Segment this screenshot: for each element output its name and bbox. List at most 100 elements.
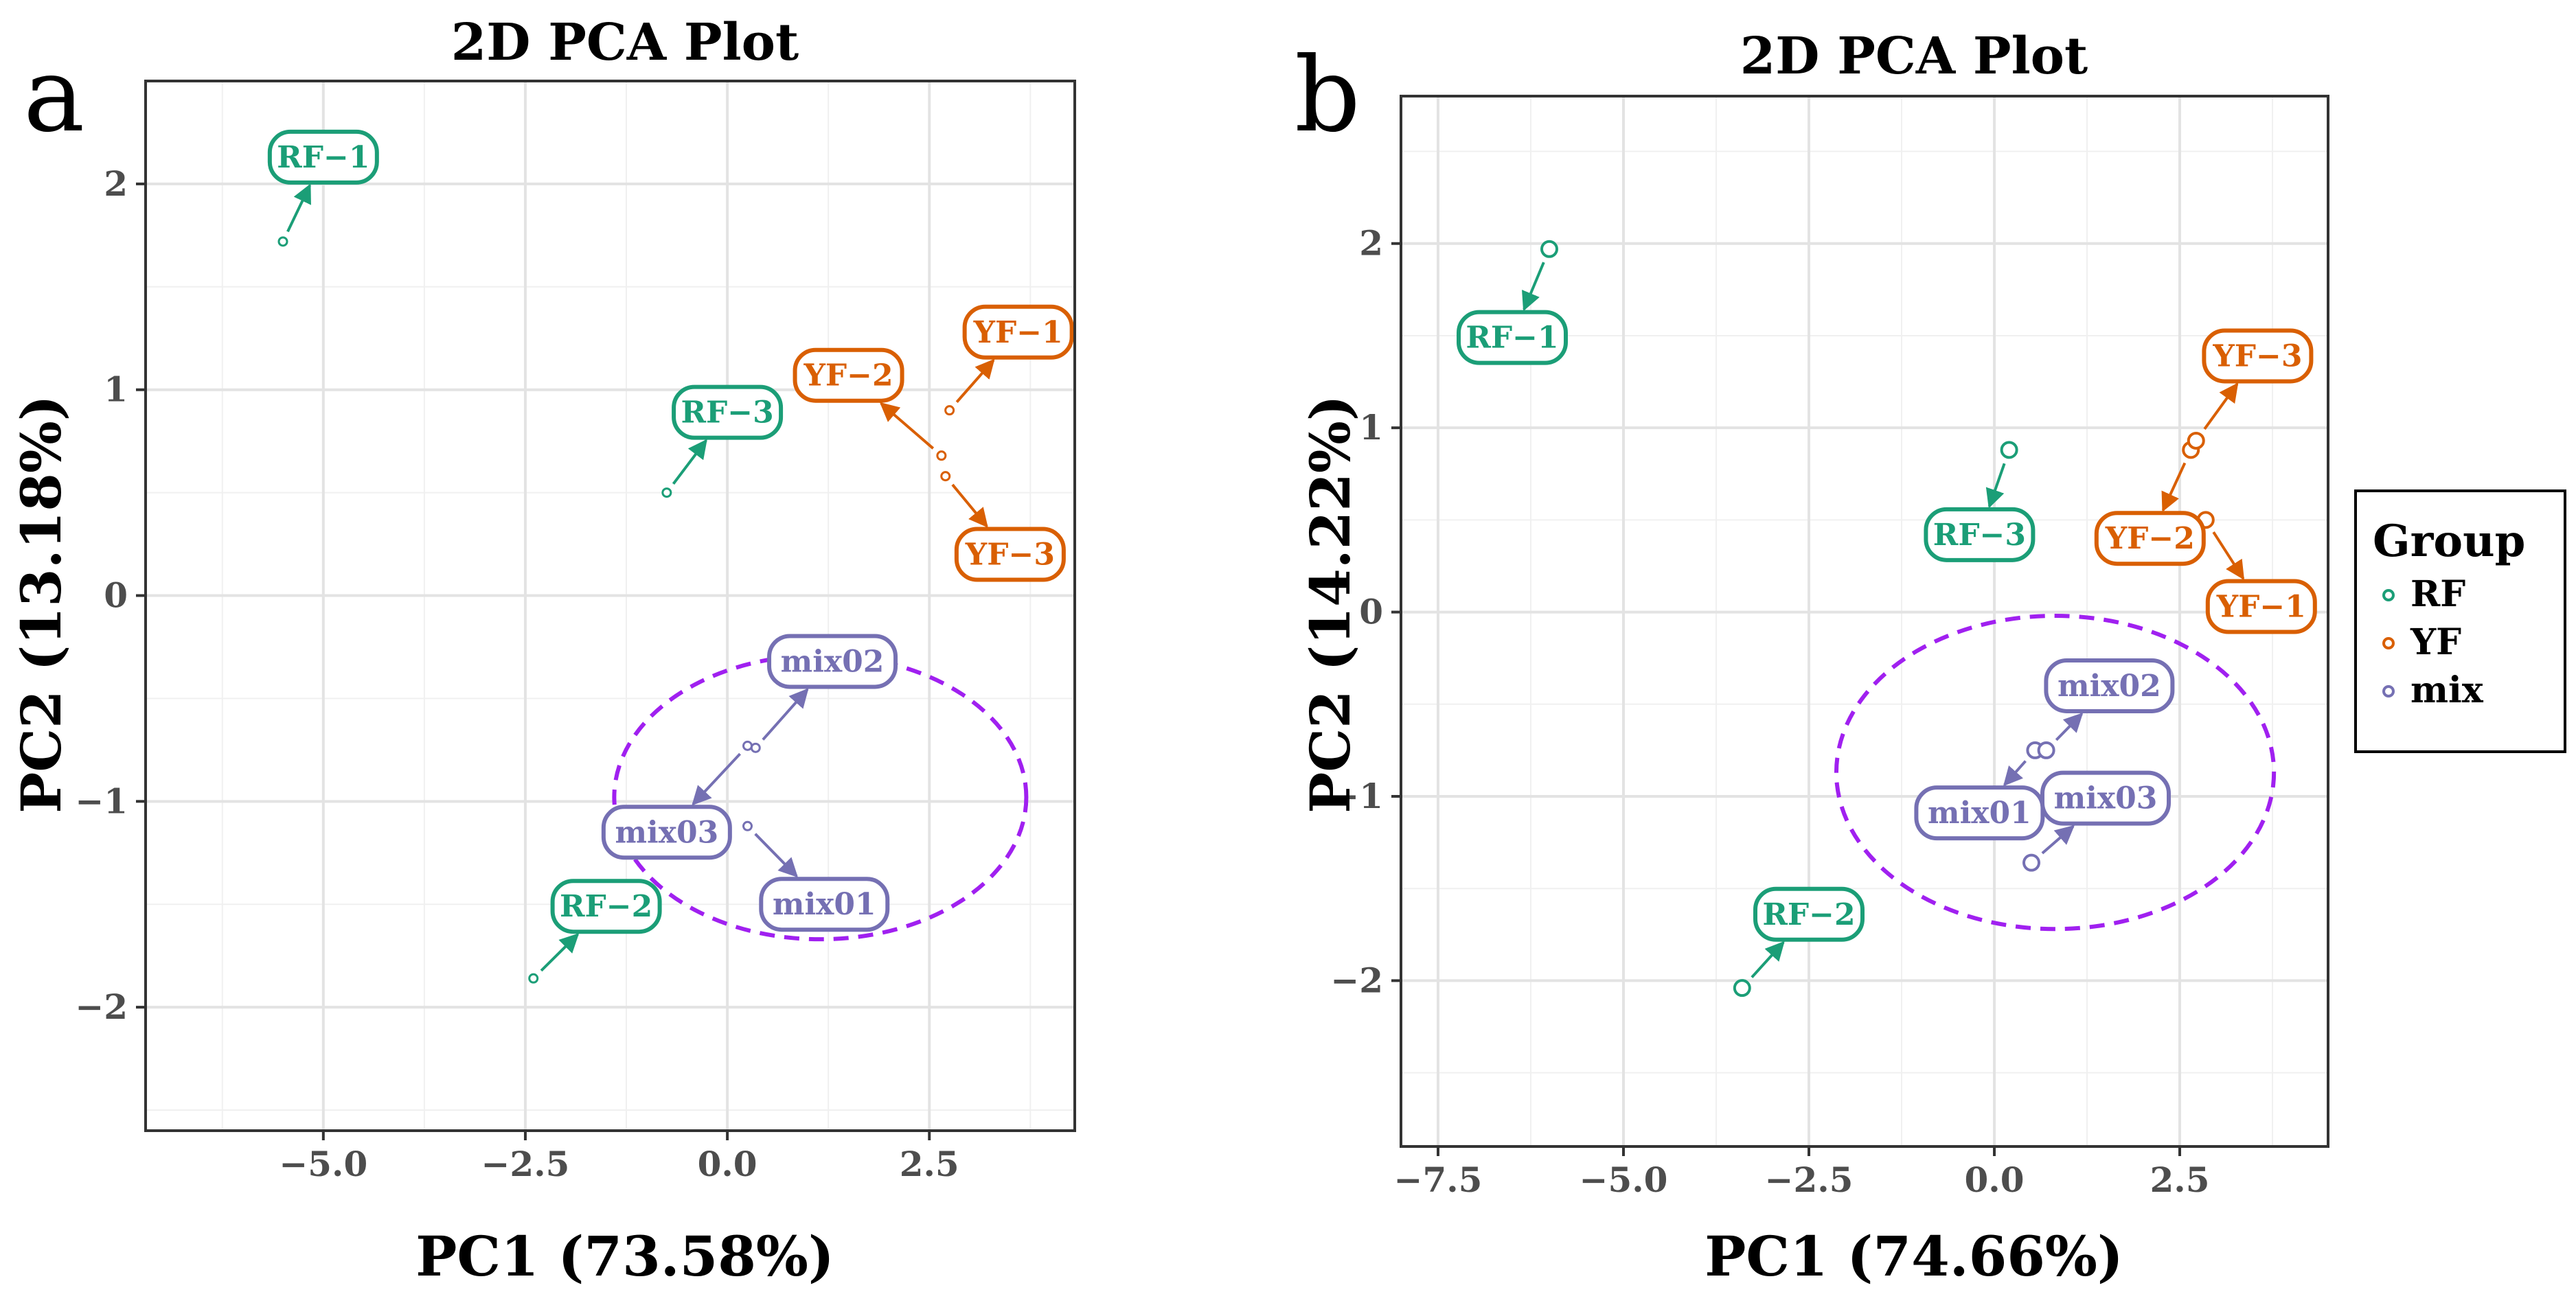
point-connector bbox=[2203, 382, 2239, 430]
panel-a-x-tick-label: 2.5 bbox=[900, 1144, 959, 1184]
legend-key-mix bbox=[2382, 685, 2395, 697]
panel-b-x-tick-label: −7.5 bbox=[1394, 1160, 1483, 1200]
data-point bbox=[742, 820, 753, 831]
data-point bbox=[661, 487, 672, 498]
panel-a: a 2D PCA Plot −5.0 −2.5 0.0 2.5 −2 −1 0 1 2 RF−1 R… bbox=[9, 13, 1076, 1289]
panel-a-y-tick-label: −1 bbox=[75, 781, 128, 821]
point-label: mix03 bbox=[2054, 781, 2158, 816]
point-label: RF−3 bbox=[681, 395, 773, 430]
point-label-box bbox=[2094, 511, 2206, 566]
point-connector bbox=[2041, 825, 2075, 855]
data-point bbox=[2022, 853, 2040, 872]
point-label: RF−1 bbox=[277, 140, 369, 175]
panel-b-y-tick-label: 2 bbox=[1359, 223, 1383, 264]
point-label: YF−2 bbox=[2105, 521, 2195, 556]
point-label-box bbox=[2205, 579, 2317, 634]
point-label-box bbox=[1457, 310, 1568, 365]
legend-key-YF bbox=[2382, 637, 2395, 649]
panel-a-x-tick-label: −5.0 bbox=[279, 1144, 367, 1184]
point-connector bbox=[692, 752, 742, 806]
panel-a-letter: a bbox=[23, 36, 84, 155]
panel-b-letter: b bbox=[1295, 36, 1360, 155]
legend-box bbox=[2354, 489, 2566, 753]
point-label: mix02 bbox=[781, 644, 885, 679]
point-label-box bbox=[1753, 886, 1865, 942]
panel-b-y-tick-label: −2 bbox=[1330, 960, 1383, 1000]
data-point bbox=[742, 740, 753, 751]
panel-b-y-tick-label: 1 bbox=[1359, 407, 1383, 448]
data-point bbox=[528, 973, 539, 984]
point-label: YF−1 bbox=[2216, 590, 2306, 625]
point-label-box bbox=[672, 384, 784, 440]
point-label: YF−3 bbox=[965, 538, 1055, 573]
point-connector bbox=[762, 688, 809, 741]
panel-a-y-tick-label: −2 bbox=[75, 987, 128, 1027]
panel-a-y-tick-label: 0 bbox=[104, 575, 128, 616]
point-connector bbox=[2161, 462, 2187, 512]
point-label-box bbox=[767, 634, 898, 689]
panel-a-y-tick-label: 2 bbox=[104, 163, 128, 204]
legend-title: Group bbox=[2373, 516, 2525, 567]
panel-a-y-axis-title: PC2 (13.18%) bbox=[9, 395, 73, 814]
data-point bbox=[2037, 741, 2055, 759]
point-label-box bbox=[1924, 507, 2036, 562]
point-label-box bbox=[962, 304, 1074, 360]
legend: Group RF YF mix bbox=[2354, 489, 2566, 753]
panel-b-mix-ellipse bbox=[1834, 613, 2277, 932]
panel-b-y-tick-label: −1 bbox=[1330, 776, 1383, 816]
panel-b-border bbox=[1400, 95, 2329, 1148]
point-connector bbox=[672, 439, 707, 485]
point-label: YF−2 bbox=[803, 358, 893, 393]
point-connector bbox=[286, 183, 312, 233]
panel-a-y-tick-label: 1 bbox=[104, 369, 128, 410]
data-point bbox=[2000, 441, 2018, 459]
point-connector bbox=[955, 358, 995, 403]
point-label-box bbox=[2202, 328, 2314, 384]
panel-b-y-axis-title: PC2 (14.22%) bbox=[1298, 395, 1363, 814]
data-point bbox=[936, 450, 947, 461]
point-label: YF−3 bbox=[2212, 338, 2302, 373]
data-point bbox=[2187, 431, 2205, 450]
panel-b-title: 2D PCA Plot bbox=[1740, 27, 2088, 86]
point-label-box bbox=[2040, 770, 2171, 826]
legend-label-mix: mix bbox=[2410, 669, 2484, 711]
panel-a-background bbox=[146, 81, 1075, 1131]
panel-b-y-tick-label: 0 bbox=[1359, 592, 1383, 632]
panel-a-plot-area: −5.0 −2.5 0.0 2.5 −2 −1 0 1 2 RF−1 RF−2 RF−3 YF−1 YF−… bbox=[75, 80, 1076, 1184]
point-label: RF−1 bbox=[1466, 321, 1558, 356]
point-label: mix03 bbox=[615, 815, 718, 850]
legend-label-YF: YF bbox=[2410, 621, 2461, 663]
point-connector bbox=[1985, 463, 2006, 509]
panel-b-x-axis-title: PC1 (74.66%) bbox=[1705, 1224, 2123, 1289]
legend-key-RF bbox=[2382, 589, 2395, 601]
point-connector bbox=[879, 402, 935, 450]
point-label: YF−1 bbox=[973, 315, 1063, 350]
point-connector bbox=[540, 933, 580, 972]
point-label-box bbox=[2044, 658, 2175, 713]
point-label-box bbox=[267, 129, 379, 185]
panel-b-x-tick-label: −2.5 bbox=[1765, 1160, 1854, 1200]
point-label: mix01 bbox=[1928, 796, 2031, 831]
panel-b-x-tick-label: 0.0 bbox=[1965, 1160, 2025, 1200]
point-label-box bbox=[793, 347, 904, 403]
point-label-box bbox=[759, 877, 890, 932]
panel-a-title: 2D PCA Plot bbox=[451, 13, 799, 72]
panel-b-x-tick-label: −5.0 bbox=[1580, 1160, 1668, 1200]
point-connector bbox=[1522, 262, 1545, 312]
data-point bbox=[940, 471, 951, 482]
legend-entries: RF YF mix bbox=[2382, 573, 2484, 711]
data-point bbox=[1733, 979, 1751, 998]
point-connector bbox=[2055, 712, 2084, 741]
data-point bbox=[1540, 240, 1558, 258]
point-connector bbox=[951, 483, 988, 528]
panel-b-x-tick-label: 2.5 bbox=[2150, 1160, 2210, 1200]
data-point bbox=[277, 236, 288, 247]
panel-b-plot-area: −7.5 −5.0 −2.5 0.0 2.5 −2 −1 0 1 2 RF−1 RF−2 RF−3 YF−… bbox=[1330, 95, 2329, 1200]
point-label: RF−3 bbox=[1933, 518, 2026, 553]
point-label-box bbox=[954, 527, 1066, 582]
data-point bbox=[750, 742, 761, 753]
point-label: mix02 bbox=[2058, 669, 2161, 704]
panel-a-x-tick-label: −2.5 bbox=[481, 1144, 570, 1184]
point-label: RF−2 bbox=[560, 889, 652, 924]
